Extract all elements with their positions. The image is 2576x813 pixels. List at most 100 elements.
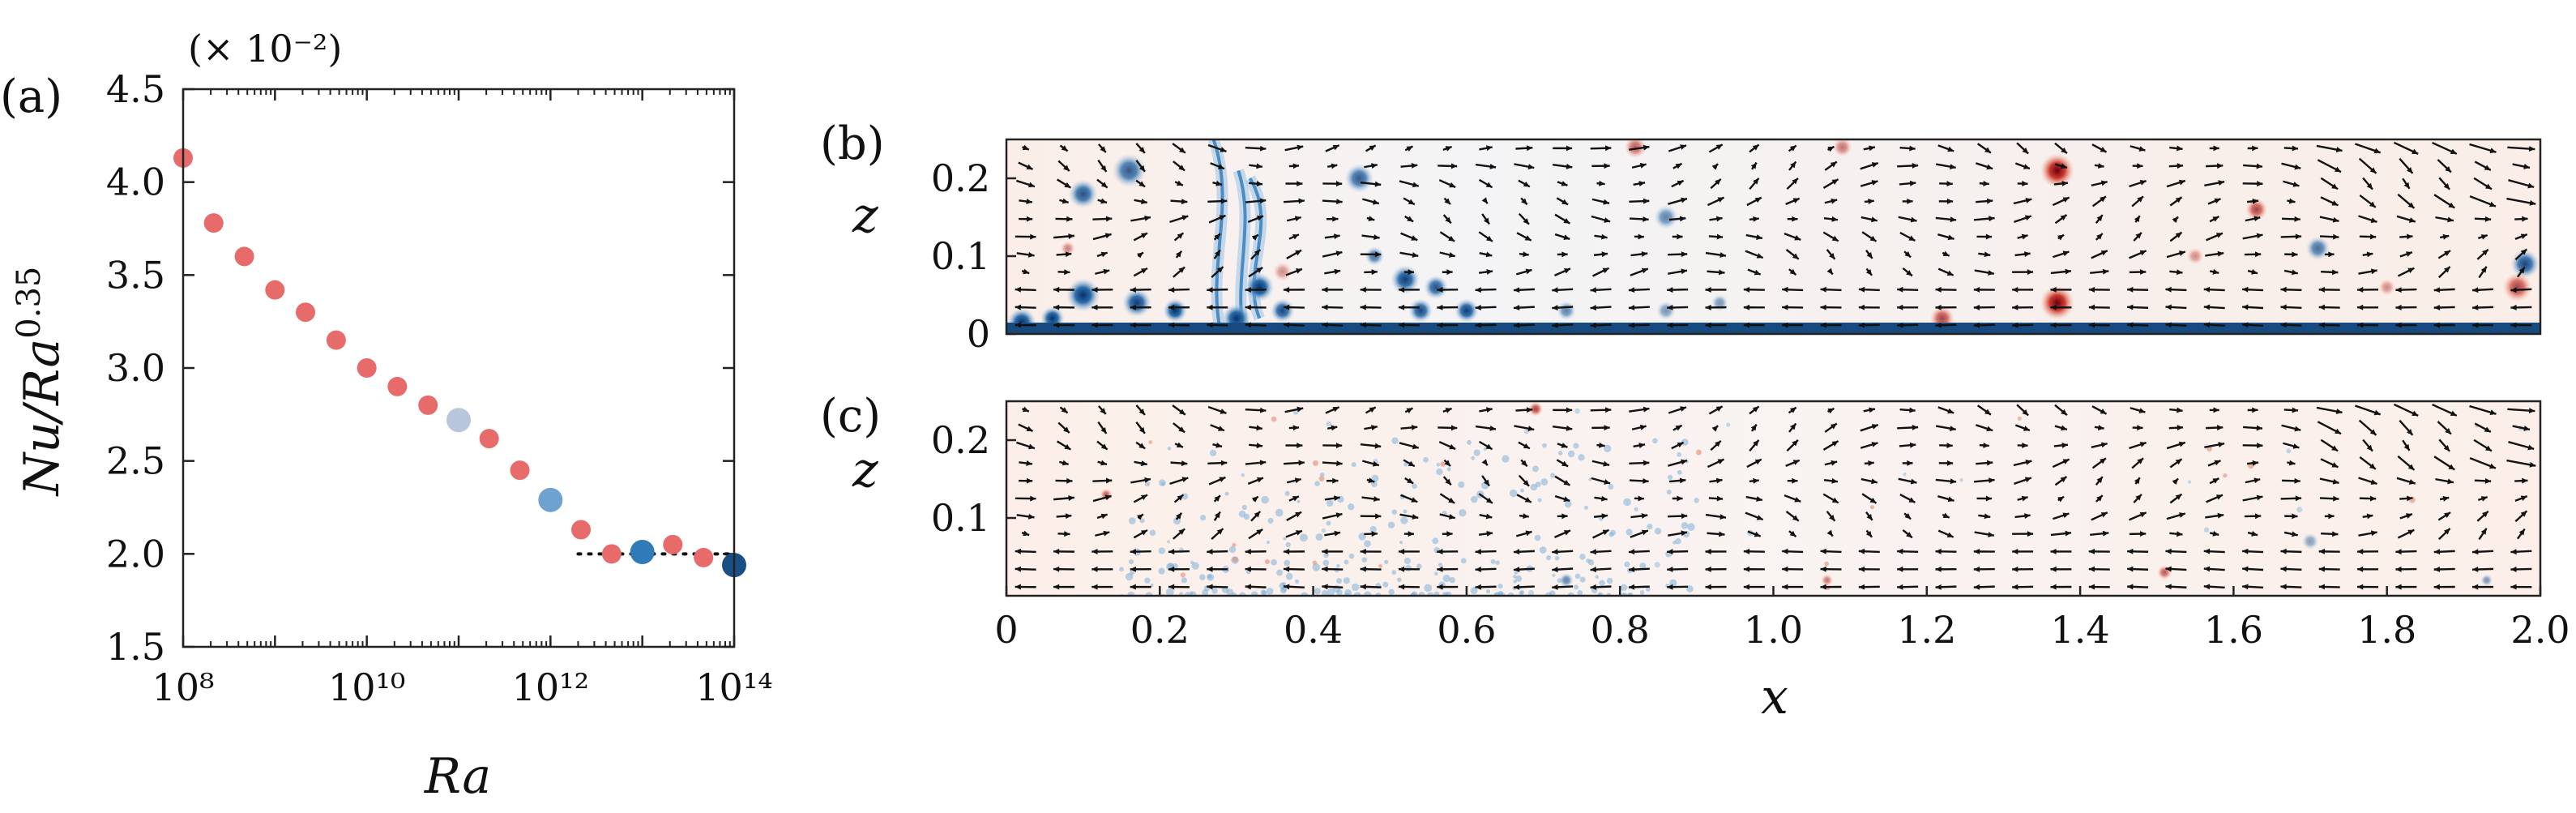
warm-vortex — [2378, 278, 2396, 297]
c-quiver-arrowhead — [1322, 584, 1328, 590]
c-quiver-arrowhead — [2097, 425, 2104, 430]
speck — [1326, 421, 1332, 427]
c-x-tick-label: 1.6 — [2204, 608, 2263, 652]
b-quiver-arrowhead — [2407, 167, 2413, 173]
c-quiver-arrowhead — [2518, 528, 2525, 536]
c-quiver-arrowhead — [1485, 497, 1493, 503]
b-quiver-arrowhead — [1026, 199, 1032, 204]
b-quiver-arrowhead — [1830, 161, 1837, 168]
c-quiver-arrowhead — [1437, 584, 1443, 590]
b-quiver-arrowhead — [2369, 167, 2377, 173]
b-quiver-arrowhead — [1406, 146, 1413, 152]
c-quiver-arrowhead — [1907, 460, 1913, 466]
data-point — [326, 330, 346, 350]
c-quiver-arrowhead — [1525, 530, 1532, 537]
cold-vortex — [1163, 298, 1188, 323]
c-quiver-arrowhead — [1100, 427, 1107, 434]
cold-speck — [1539, 546, 1547, 554]
c-quiver-arrowhead — [1865, 530, 1873, 537]
b-quiver-arrowhead — [1369, 145, 1376, 152]
c-quiver-arrowhead — [2061, 409, 2067, 416]
b-quiver-arrowhead — [1897, 304, 1903, 310]
c-quiver-arrowhead — [1831, 460, 1838, 466]
b-quiver-arrowhead — [1831, 216, 1838, 222]
b-quiver-arrowhead — [2251, 269, 2258, 275]
cold-vortex — [1121, 288, 1152, 318]
b-quiver-arrowhead — [2408, 217, 2416, 223]
c-quiver-arrowhead — [2012, 548, 2019, 554]
c-quiver-arrowhead — [2176, 531, 2183, 537]
b-quiver-arrowhead — [2138, 146, 2146, 152]
cold-speck — [1299, 533, 1308, 542]
c-quiver-arrowhead — [2472, 566, 2479, 572]
b-quiver-arrowhead — [1061, 145, 1068, 152]
b-quiver-arrowhead — [2127, 286, 2134, 293]
b-quiver-arrowhead — [2292, 251, 2298, 258]
cold-speck — [1442, 574, 1450, 583]
b-quiver-arrowhead — [2216, 163, 2224, 169]
cold-speck — [1144, 577, 1151, 584]
c-quiver-arrowhead — [2294, 477, 2300, 484]
b-quiver-arrowhead — [2433, 304, 2440, 310]
x-tick-label: 10¹² — [512, 665, 589, 709]
c-quiver-arrowhead — [1986, 426, 1993, 432]
cold-speck — [1433, 591, 1440, 596]
b-quiver-arrowhead — [1628, 305, 1635, 311]
speck — [1232, 542, 1237, 547]
c-quiver-arrowhead — [2450, 410, 2457, 416]
c-quiver-arrowhead — [2445, 427, 2451, 434]
c-quiver-arrowhead — [2395, 584, 2402, 590]
c-quiver-arrowhead — [2520, 495, 2527, 501]
c-quiver-arrowhead — [2139, 442, 2147, 447]
b-quiver-arrowhead — [1983, 180, 1989, 186]
c-quiver-arrowhead — [1373, 496, 1380, 502]
c-quiver-arrowhead — [2061, 442, 2068, 448]
c-quiver-arrowhead — [1910, 478, 1917, 485]
c-quiver-arrowhead — [2242, 548, 2249, 554]
c-quiver-arrowhead — [2178, 441, 2185, 447]
c-quiver-arrowhead — [1475, 584, 1481, 590]
c-quiver-arrowhead — [1027, 513, 1035, 520]
b-quiver-arrowhead — [2176, 269, 2183, 276]
cold-speck — [1276, 569, 1284, 576]
b-quiver-arrowhead — [1935, 286, 1942, 293]
c-quiver-arrowhead — [2335, 428, 2342, 434]
panel-c-field — [1006, 401, 2540, 596]
b-quiver-arrowhead — [1909, 145, 1916, 152]
c-quiver-arrowhead — [2318, 548, 2325, 554]
c-quiver-arrowhead — [2288, 460, 2296, 466]
b-quiver-arrowhead — [2403, 182, 2410, 189]
b-quiver-arrowhead — [1950, 164, 1956, 170]
b-quiver-arrowhead — [2212, 216, 2219, 222]
b-quiver-arrowhead — [1513, 305, 1520, 311]
cold-speck — [1119, 567, 1124, 572]
cold-speck — [1483, 447, 1487, 451]
b-quiver-arrowhead — [2488, 201, 2496, 208]
c-quiver-arrowhead — [1782, 584, 1788, 590]
c-quiver-arrowhead — [2280, 566, 2287, 572]
c-quiver-arrowhead — [1295, 530, 1302, 536]
c-quiver-arrowhead — [2481, 511, 2488, 518]
b-quiver-arrowhead — [1523, 181, 1530, 187]
c-quiver-arrowhead — [1753, 477, 1759, 484]
speck — [1528, 589, 1534, 596]
b-quiver-arrowhead — [1215, 180, 1223, 186]
c-quiver-arrowhead — [1950, 426, 1956, 432]
b-quiver-arrowhead — [1628, 322, 1635, 328]
b-quiver-arrowhead — [1947, 234, 1954, 241]
c-quiver-arrowhead — [2177, 425, 2184, 431]
c-quiver-arrowhead — [2212, 530, 2219, 537]
b-quiver-arrowhead — [1066, 216, 1073, 222]
c-quiver-arrowhead — [1858, 584, 1865, 590]
c-quiver-arrowhead — [1513, 567, 1520, 573]
cold-speck — [1470, 587, 1478, 594]
c-quiver-arrowhead — [1178, 426, 1185, 433]
y-tick-label: 2.5 — [106, 439, 165, 483]
b-quiver-arrowhead — [1716, 233, 1724, 240]
b-quiver-arrowhead — [1643, 144, 1650, 151]
c-quiver-arrowhead — [2292, 407, 2299, 413]
b-quiver-arrowhead — [2292, 182, 2300, 187]
c-quiver-arrowhead — [1217, 426, 1224, 431]
c-quiver-arrowhead — [1984, 513, 1991, 520]
b-quiver-arrowhead — [1782, 322, 1788, 328]
